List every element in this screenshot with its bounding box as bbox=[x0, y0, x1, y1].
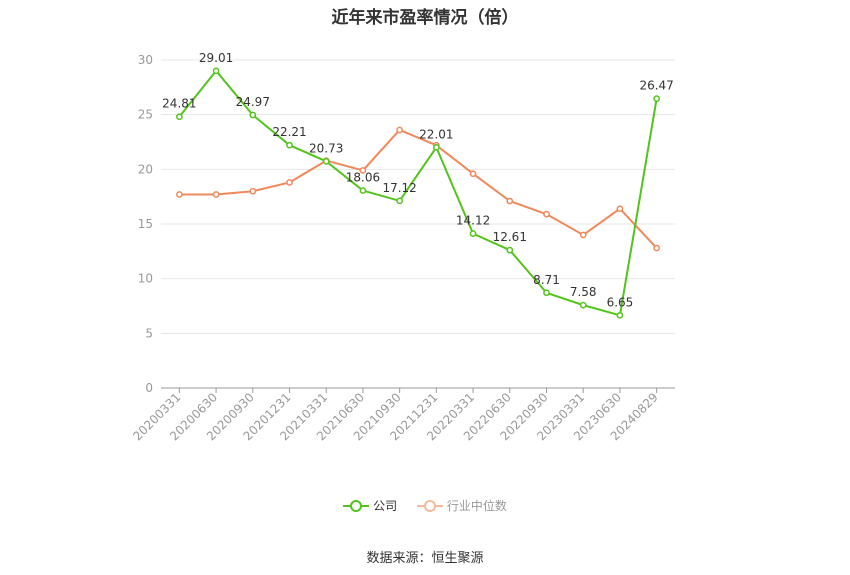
data-label-company: 22.01 bbox=[419, 127, 453, 141]
data-point-industry-median bbox=[396, 126, 403, 134]
legend-marker-company bbox=[343, 499, 370, 513]
data-point-industry-median bbox=[176, 191, 183, 198]
data-label-company: 26.47 bbox=[639, 79, 673, 93]
data-label-company: 29.01 bbox=[199, 51, 233, 65]
data-point-company bbox=[433, 144, 440, 151]
legend-item-company[interactable]: 公司 bbox=[343, 497, 397, 514]
data-point-industry-median bbox=[579, 231, 587, 239]
data-point-company bbox=[506, 246, 514, 254]
legend-label-company: 公司 bbox=[373, 499, 398, 513]
data-point-company bbox=[322, 158, 330, 165]
data-point-industry-median bbox=[249, 187, 257, 195]
y-tick-label: 5 bbox=[145, 326, 153, 340]
y-tick-label: 0 bbox=[145, 381, 153, 395]
series-line-company bbox=[178, 69, 658, 317]
data-point-industry-median bbox=[286, 179, 293, 186]
data-label-company: 20.73 bbox=[309, 141, 343, 155]
chart-legend: 公司 行业中位数 bbox=[0, 497, 850, 516]
data-label-company: 7.58 bbox=[570, 285, 597, 299]
y-tick-label: 20 bbox=[138, 162, 153, 176]
data-label-company: 14.12 bbox=[456, 214, 490, 228]
data-point-industry-median bbox=[469, 170, 477, 178]
data-label-company: 12.61 bbox=[493, 230, 527, 244]
data-point-company bbox=[176, 113, 183, 121]
series-line-industry-median bbox=[179, 128, 658, 249]
data-source-note: 数据来源：恒生聚源 bbox=[366, 551, 484, 566]
data-point-industry-median bbox=[212, 191, 220, 198]
data-label-company: 17.12 bbox=[382, 181, 416, 195]
data-label-company: 22.21 bbox=[272, 125, 306, 139]
data-point-company bbox=[579, 301, 587, 309]
data-point-industry-median bbox=[543, 210, 550, 218]
data-point-company bbox=[359, 187, 367, 194]
data-point-company bbox=[396, 197, 403, 205]
legend-item-industry-median[interactable]: 行业中位数 bbox=[416, 497, 507, 514]
data-label-company: 8.71 bbox=[533, 273, 560, 287]
data-label-company: 24.97 bbox=[236, 95, 270, 109]
y-tick-label: 15 bbox=[138, 217, 153, 231]
legend-marker-industry-median bbox=[416, 499, 443, 513]
data-point-industry-median bbox=[359, 167, 367, 174]
y-tick-label: 10 bbox=[138, 272, 153, 286]
data-point-company bbox=[543, 289, 550, 297]
legend-label-industry-median: 行业中位数 bbox=[446, 499, 507, 513]
data-point-company bbox=[616, 311, 624, 319]
data-label-company: 24.81 bbox=[162, 97, 196, 111]
data-point-company bbox=[212, 67, 220, 75]
chart-title: 近年来市盈率情况（倍） bbox=[331, 8, 519, 28]
y-tick-label: 30 bbox=[138, 53, 153, 67]
data-label-company: 6.65 bbox=[607, 295, 634, 309]
data-point-company bbox=[286, 141, 293, 149]
data-point-company bbox=[249, 111, 257, 119]
data-point-industry-median bbox=[653, 244, 660, 252]
y-tick-label: 25 bbox=[138, 108, 153, 122]
data-point-company bbox=[653, 95, 660, 102]
data-label-company: 18.06 bbox=[346, 171, 380, 185]
data-point-company bbox=[469, 230, 477, 237]
data-point-industry-median bbox=[616, 205, 624, 213]
data-point-industry-median bbox=[506, 197, 514, 205]
